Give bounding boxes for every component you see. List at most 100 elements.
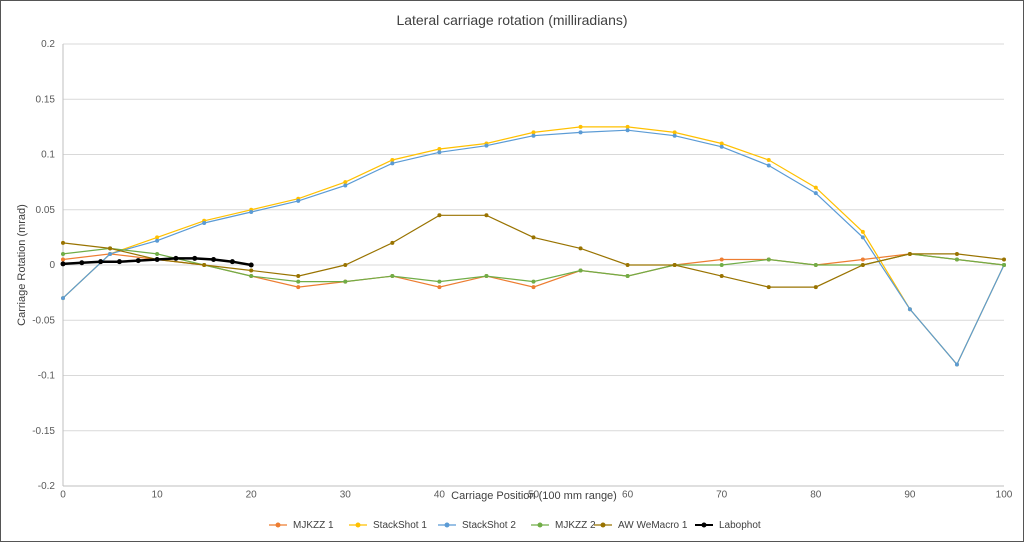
legend-marker [701,522,707,528]
data-point [813,185,818,190]
x-tick-label: 60 [622,490,634,501]
legend-marker [537,522,543,528]
data-point [578,246,583,251]
y-tick-label: 0.1 [41,150,55,161]
data-point [766,257,771,262]
data-point [578,130,583,135]
data-point [625,128,630,133]
data-point [202,221,207,226]
data-point [173,255,179,261]
data-point [390,240,395,245]
data-point [249,274,254,279]
data-point [531,285,536,290]
data-point [248,262,254,268]
x-tick-label: 90 [904,490,916,501]
y-tick-label: 0.2 [41,39,55,50]
data-point [437,150,442,155]
axis-layer: 0.2 0.15 0.1 0.05 0 -0.05 -0.1 -0.15 -0.2 0 10 20 30… [32,39,1013,501]
data-point [116,259,122,265]
legend-marker [444,522,450,528]
data-point [61,257,65,262]
x-tick-label: 70 [716,490,728,501]
legend-label: MJKZZ 1 [293,520,334,531]
series-layer [60,124,1006,367]
data-point [390,274,395,279]
data-point [108,246,113,251]
x-tick-label: 40 [434,490,446,501]
data-point [860,229,865,234]
series-line-1 [62,126,1005,366]
data-point [672,263,677,267]
data-point [437,279,442,284]
y-tick-label: 0 [49,260,55,271]
legend-label: Labophot [719,520,761,531]
data-point [1002,263,1006,267]
data-point [625,263,630,267]
data-point [860,235,865,240]
legend-label: AW WeMacro 1 [618,520,688,531]
data-point [155,238,160,243]
data-point [531,133,536,138]
data-point [813,263,818,267]
data-point [61,296,65,301]
series-line-4 [62,214,1005,288]
legend-label: MJKZZ 2 [555,520,596,531]
data-point [531,130,536,135]
x-tick-label: 100 [996,490,1013,501]
legend-marker [600,522,606,528]
data-point [296,274,301,279]
data-point [719,274,724,279]
data-point [343,183,348,188]
data-point [296,198,301,203]
y-tick-label: -0.15 [32,426,55,437]
x-tick-label: 30 [340,490,352,501]
x-tick-label: 0 [60,490,66,501]
y-tick-label: -0.05 [32,315,55,326]
data-point [155,251,160,256]
data-point [135,258,141,264]
x-tick-label: 10 [152,490,164,501]
data-point [390,158,395,163]
data-point [954,362,959,367]
y-tick-label: -0.2 [38,481,56,492]
data-point [484,143,489,148]
data-point [60,261,66,267]
data-point [61,240,65,245]
data-point [719,144,724,149]
y-tick-label: 0.15 [36,94,56,105]
data-point [296,285,301,290]
data-point [719,263,724,267]
data-point [907,251,912,256]
chart-title: Lateral carriage rotation (milliradians) [396,12,627,28]
data-point [813,285,818,290]
data-point [625,274,630,279]
series-line-2 [62,129,1005,366]
data-point [954,257,959,262]
data-point [860,263,865,267]
data-point [437,285,442,290]
data-point [766,158,771,163]
data-point [343,263,348,267]
data-point [907,307,912,312]
data-point [249,209,254,214]
data-point [343,279,348,284]
x-tick-label: 50 [528,490,540,501]
data-point [954,251,959,256]
data-point [202,263,207,267]
y-axis-title: Carriage Rotation (mrad) [16,204,28,326]
data-point [296,279,301,284]
data-point [249,268,254,273]
data-point [625,124,630,129]
data-point [484,274,489,279]
data-point [766,285,771,290]
data-point [390,161,395,166]
data-point [192,255,198,261]
x-tick-label: 20 [246,490,258,501]
data-point [719,141,724,146]
data-point [79,260,85,266]
legend-label: StackShot 2 [462,520,516,531]
data-point [98,259,104,265]
data-point [211,256,217,262]
